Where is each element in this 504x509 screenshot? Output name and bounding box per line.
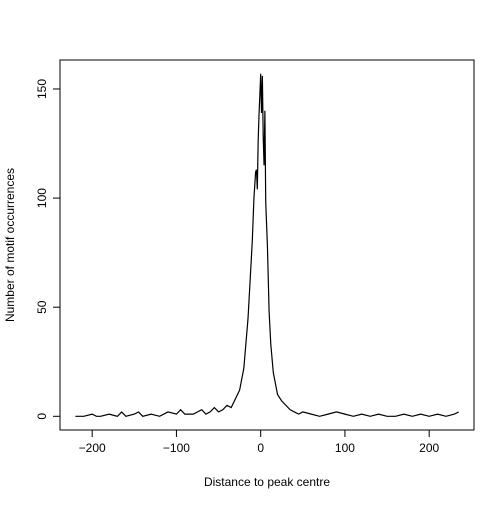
x-tick-label: 200 xyxy=(419,441,439,455)
y-axis-label: Number of motif occurrences xyxy=(3,168,17,322)
x-tick-label: 0 xyxy=(257,441,264,455)
y-tick-label: 150 xyxy=(35,79,49,99)
y-tick-label: 100 xyxy=(35,188,49,208)
x-tick-label: −100 xyxy=(163,441,190,455)
x-tick-label: 100 xyxy=(335,441,355,455)
x-tick-label: −200 xyxy=(79,441,106,455)
plot-box xyxy=(59,59,475,431)
data-line xyxy=(75,73,459,417)
x-axis-label: Distance to peak centre xyxy=(204,475,330,489)
y-tick-label: 0 xyxy=(35,413,49,420)
y-tick-label: 50 xyxy=(35,300,49,314)
